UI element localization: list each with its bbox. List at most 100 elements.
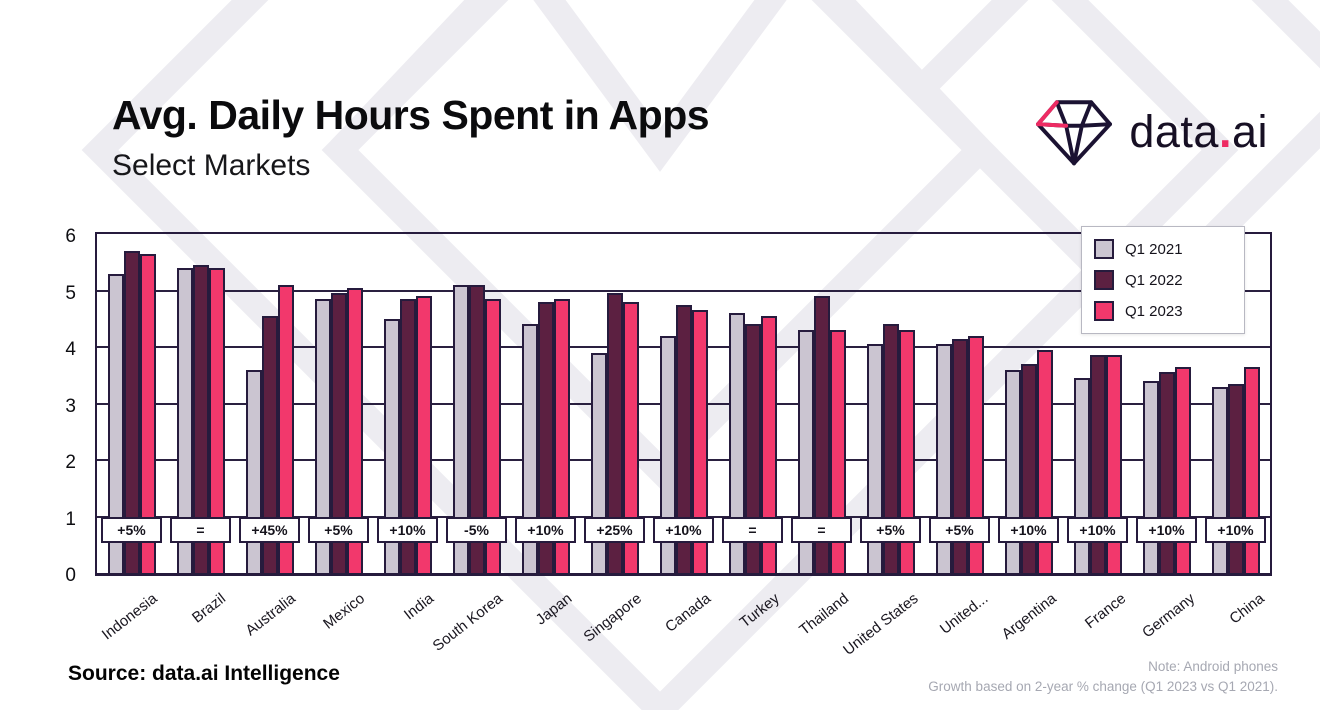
bar-q1-2021	[1073, 378, 1090, 573]
header: Avg. Daily Hours Spent in Apps Select Ma…	[112, 92, 710, 183]
bar-group: +10%	[649, 234, 718, 573]
note-line-2: Growth based on 2-year % change (Q1 2023…	[928, 679, 1278, 695]
x-axis-label: Thailand	[796, 590, 853, 639]
bar-group: +10%	[511, 234, 580, 573]
x-axis-label: Turkey	[737, 590, 784, 632]
legend-label: Q1 2021	[1125, 240, 1183, 258]
logo-word-data: data	[1129, 106, 1219, 157]
growth-label: +10%	[653, 517, 714, 543]
logo-word-ai: ai	[1231, 106, 1268, 157]
growth-label: -5%	[446, 517, 507, 543]
growth-label: +10%	[1067, 517, 1128, 543]
dataai-diamond-icon	[1036, 100, 1113, 166]
page-title: Avg. Daily Hours Spent in Apps	[112, 92, 710, 138]
dataai-logo-text: data.ai	[1129, 106, 1268, 158]
growth-label: +25%	[584, 517, 645, 543]
y-tick-label: 0	[65, 565, 76, 586]
legend-item: Q1 2022	[1094, 270, 1232, 290]
bar-group: +45%	[235, 234, 304, 573]
x-axis-labels: Indonesia Brazil Australia Mexico India South…	[95, 582, 1272, 659]
bar-group: -5%	[442, 234, 511, 573]
growth-label: =	[170, 517, 231, 543]
y-tick-label: 4	[65, 339, 76, 360]
x-axis-label: Argentina	[999, 590, 1061, 643]
x-axis-label: Indonesia	[98, 590, 161, 644]
y-tick-label: 6	[65, 226, 76, 247]
y-tick-label: 2	[65, 452, 76, 473]
x-axis-label: Germany	[1139, 590, 1199, 642]
x-axis-label: Singapore	[580, 590, 645, 646]
x-label-cell: France	[1064, 582, 1133, 654]
note-text: Note: Android phones Growth based on 2-y…	[928, 657, 1278, 698]
y-tick-label: 1	[65, 508, 76, 530]
logo-dot: .	[1218, 106, 1232, 157]
note-line-1: Note: Android phones	[1148, 659, 1278, 674]
bar-group: =	[166, 234, 235, 573]
bar-group: +5%	[925, 234, 994, 573]
growth-label: +5%	[860, 517, 921, 543]
y-tick-label: 3	[65, 395, 76, 417]
legend: Q1 2021 Q1 2022 Q1 2023	[1081, 226, 1245, 334]
bar-group: +10%	[994, 234, 1063, 573]
legend-item: Q1 2023	[1094, 301, 1232, 321]
x-label-cell: Argentina	[995, 582, 1064, 654]
x-label-cell: South Korea	[430, 582, 510, 655]
bar-q1-2021	[1211, 386, 1228, 573]
x-label-cell: Brazil	[164, 582, 233, 654]
x-axis-label: Canada	[662, 590, 714, 636]
bar-group: +25%	[580, 234, 649, 573]
bar-group: +5%	[856, 234, 925, 573]
dataai-logo: data.ai	[1033, 96, 1268, 168]
x-axis-label: Mexico	[319, 590, 368, 633]
x-label-cell: Japan	[510, 582, 579, 654]
growth-label: +10%	[1136, 517, 1197, 543]
growth-label: +10%	[1205, 517, 1266, 543]
x-label-cell: Mexico	[303, 582, 372, 654]
x-label-cell: United...	[926, 582, 995, 654]
growth-label: +5%	[101, 517, 162, 543]
page-subtitle: Select Markets	[112, 149, 311, 182]
bar-group: +5%	[304, 234, 373, 573]
x-axis-label: South Korea	[430, 590, 507, 655]
plot-area: +5% = +45% +5% +10% -5% +10% +25% +10% = = +5% +5% +1…	[95, 226, 1272, 576]
x-label-cell: Australia	[233, 582, 302, 654]
bar-group: +10%	[373, 234, 442, 573]
growth-label: =	[722, 517, 783, 543]
legend-swatch	[1094, 239, 1114, 259]
growth-label: =	[791, 517, 852, 543]
x-label-cell: Canada	[649, 582, 718, 654]
legend-swatch	[1094, 270, 1114, 290]
x-label-cell: Singapore	[580, 582, 649, 654]
x-axis-label: France	[1082, 590, 1130, 633]
x-axis-label: Brazil	[189, 590, 230, 627]
y-axis: 0 1 2 3 4 5 6	[40, 226, 88, 586]
growth-label: +10%	[377, 517, 438, 543]
growth-label: +5%	[929, 517, 990, 543]
x-axis-label: United...	[936, 590, 991, 638]
bar-group: =	[787, 234, 856, 573]
x-axis-label: India	[400, 590, 438, 624]
legend-label: Q1 2022	[1125, 271, 1183, 289]
source-text: Source: data.ai Intelligence	[68, 662, 340, 685]
x-axis-label: Japan	[532, 590, 576, 629]
bar-q1-2022	[1227, 383, 1244, 573]
legend-label: Q1 2023	[1125, 302, 1183, 320]
x-axis-label: China	[1226, 590, 1268, 628]
legend-swatch	[1094, 301, 1114, 321]
x-label-cell: Germany	[1134, 582, 1203, 654]
legend-item: Q1 2021	[1094, 239, 1232, 259]
growth-label: +10%	[515, 517, 576, 543]
x-label-cell: Indonesia	[95, 582, 164, 654]
growth-label: +5%	[308, 517, 369, 543]
growth-label: +45%	[239, 517, 300, 543]
x-label-cell: Turkey	[718, 582, 787, 654]
bar-q1-2021	[1142, 380, 1159, 573]
bar-group: +5%	[97, 234, 166, 573]
growth-label: +10%	[998, 517, 1059, 543]
x-axis-label: Australia	[242, 590, 299, 640]
x-label-cell: China	[1203, 582, 1272, 654]
x-label-cell: United States	[840, 582, 926, 659]
bar-group: =	[718, 234, 787, 573]
y-tick-label: 5	[65, 282, 76, 304]
